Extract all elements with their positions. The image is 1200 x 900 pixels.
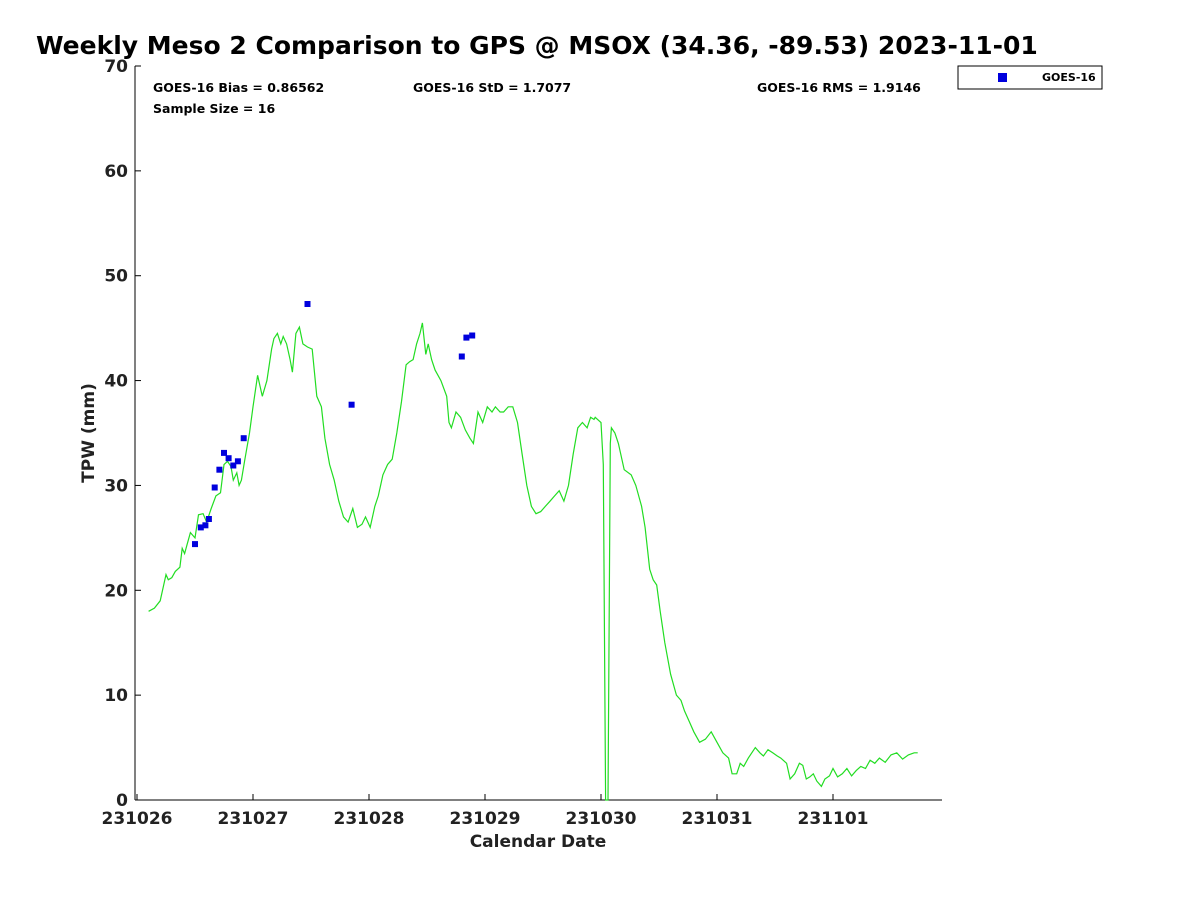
goes16-point (211, 484, 218, 491)
legend-box (957, 65, 1103, 90)
x-tick-label: 231026 (102, 809, 173, 829)
stat-rms: GOES-16 RMS = 1.9146 (757, 80, 921, 95)
chart-title: Weekly Meso 2 Comparison to GPS @ MSOX (… (36, 31, 1038, 60)
goes16-point (234, 458, 241, 465)
y-axis-label: TPW (mm) (79, 383, 99, 483)
y-tick-label: 20 (104, 581, 128, 601)
y-ticks: 0 10 20 30 40 50 60 70 (104, 57, 141, 811)
goes16-point (205, 516, 212, 522)
y-tick-label: 70 (104, 57, 128, 77)
goes16-point (216, 466, 223, 473)
goes16-point (240, 435, 247, 442)
x-ticks: 231026 231027 231028 231029 231030 231031 2311… (102, 794, 869, 829)
goes16-point (458, 353, 465, 360)
stat-std: GOES-16 StD = 1.7077 (413, 80, 571, 95)
x-tick-label: 231029 (450, 809, 521, 829)
legend: GOES-16 (957, 65, 1103, 90)
gps-tpw-line (148, 322, 918, 801)
y-tick-label: 60 (104, 162, 128, 182)
goes16-point (202, 522, 209, 529)
x-tick-label: 231030 (566, 809, 637, 829)
plot-axes (134, 66, 942, 801)
y-tick-label: 50 (104, 267, 128, 287)
x-tick-label: 231101 (798, 809, 869, 829)
goes16-point (304, 301, 311, 307)
goes16-point (469, 332, 476, 339)
goes16-point (197, 524, 204, 531)
goes16-point (192, 541, 198, 548)
series-layer (148, 301, 918, 801)
y-tick-label: 30 (104, 476, 128, 496)
x-tick-label: 231028 (334, 809, 405, 829)
goes16-point (225, 455, 232, 462)
x-tick-label: 231031 (682, 809, 753, 829)
y-tick-label: 0 (116, 791, 128, 811)
goes16-point (463, 334, 470, 341)
legend-label-goes16: GOES-16 (1042, 71, 1096, 84)
stat-bias: GOES-16 Bias = 0.86562 (153, 80, 324, 95)
goes16-point (348, 401, 355, 408)
legend-marker-goes16 (998, 73, 1007, 82)
y-tick-label: 10 (104, 686, 128, 706)
x-tick-label: 231027 (218, 809, 289, 829)
x-axis-label: Calendar Date (470, 832, 607, 852)
stat-sample-size: Sample Size = 16 (153, 101, 275, 116)
y-tick-label: 40 (104, 372, 128, 392)
goes16-point (230, 462, 237, 469)
goes16-point (221, 449, 227, 456)
